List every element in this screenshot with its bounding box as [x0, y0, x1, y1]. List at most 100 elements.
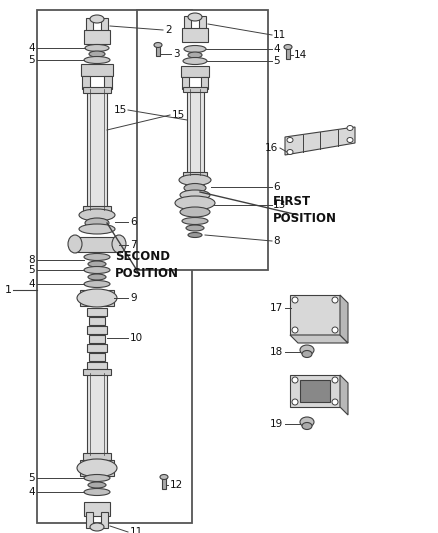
Ellipse shape — [284, 44, 292, 50]
Bar — [83, 369, 111, 375]
Text: 9: 9 — [130, 293, 137, 303]
Ellipse shape — [112, 235, 126, 253]
Ellipse shape — [188, 13, 202, 21]
Text: 15: 15 — [172, 110, 185, 120]
Bar — [89, 353, 105, 361]
Bar — [300, 380, 330, 402]
Text: 5: 5 — [28, 473, 35, 483]
Ellipse shape — [179, 174, 211, 185]
Bar — [87, 344, 107, 352]
Ellipse shape — [88, 482, 106, 488]
Text: 4: 4 — [28, 487, 35, 497]
Text: 4: 4 — [273, 44, 279, 54]
Ellipse shape — [77, 459, 117, 477]
Text: 6: 6 — [130, 217, 137, 227]
Polygon shape — [285, 127, 355, 155]
Text: 4: 4 — [28, 279, 35, 289]
Bar — [37, 10, 192, 523]
Bar — [84, 502, 110, 516]
Bar — [75, 237, 119, 252]
Text: 11: 11 — [273, 30, 286, 40]
Ellipse shape — [300, 345, 314, 355]
Text: 1: 1 — [4, 285, 11, 295]
Ellipse shape — [84, 474, 110, 481]
Ellipse shape — [88, 261, 106, 267]
Text: 5: 5 — [273, 56, 279, 66]
Bar — [137, 10, 268, 270]
Bar — [80, 290, 114, 306]
Bar — [199, 16, 206, 32]
Ellipse shape — [182, 217, 208, 224]
Ellipse shape — [84, 266, 110, 273]
Text: 12: 12 — [170, 480, 183, 490]
Bar — [182, 28, 208, 42]
Bar — [87, 308, 107, 316]
Polygon shape — [340, 295, 348, 343]
Ellipse shape — [84, 489, 110, 496]
Ellipse shape — [347, 125, 353, 131]
Bar — [83, 453, 111, 460]
Text: 10: 10 — [130, 333, 143, 343]
Ellipse shape — [79, 209, 115, 221]
Ellipse shape — [302, 423, 312, 430]
Ellipse shape — [79, 224, 115, 234]
Text: FIRST
POSITION: FIRST POSITION — [273, 195, 337, 225]
Bar — [87, 89, 107, 210]
Text: 19: 19 — [270, 419, 283, 429]
Bar — [183, 87, 207, 92]
Ellipse shape — [287, 149, 293, 155]
Ellipse shape — [184, 183, 206, 192]
Bar — [286, 48, 290, 59]
Bar — [162, 478, 166, 489]
Polygon shape — [290, 335, 348, 343]
Ellipse shape — [292, 297, 298, 303]
Ellipse shape — [332, 297, 338, 303]
Ellipse shape — [90, 523, 104, 531]
Bar — [104, 76, 112, 89]
Text: 4: 4 — [28, 43, 35, 53]
Ellipse shape — [85, 44, 109, 52]
Bar — [87, 373, 107, 455]
Ellipse shape — [68, 235, 82, 253]
Bar — [87, 362, 107, 370]
Ellipse shape — [292, 399, 298, 405]
Text: 17: 17 — [270, 303, 283, 313]
Ellipse shape — [84, 56, 110, 63]
Ellipse shape — [347, 138, 353, 142]
Text: 7: 7 — [130, 240, 137, 250]
Bar — [84, 30, 110, 44]
Bar — [182, 77, 189, 89]
Ellipse shape — [184, 45, 206, 52]
Ellipse shape — [84, 254, 110, 261]
Bar — [181, 66, 209, 77]
Ellipse shape — [332, 377, 338, 383]
Ellipse shape — [302, 351, 312, 358]
Bar — [87, 326, 107, 334]
Ellipse shape — [292, 327, 298, 333]
Bar — [156, 46, 160, 56]
Bar — [290, 375, 340, 407]
Ellipse shape — [85, 218, 109, 228]
Ellipse shape — [292, 377, 298, 383]
Bar — [290, 295, 340, 335]
Bar — [82, 76, 90, 89]
Ellipse shape — [160, 474, 168, 480]
Bar — [187, 89, 204, 175]
Bar — [80, 460, 114, 476]
Ellipse shape — [332, 327, 338, 333]
Text: 14: 14 — [294, 50, 307, 60]
Bar — [81, 64, 113, 76]
Bar — [83, 87, 111, 93]
Ellipse shape — [300, 417, 314, 427]
Text: 8: 8 — [28, 255, 35, 265]
Ellipse shape — [90, 15, 104, 23]
Ellipse shape — [89, 51, 105, 57]
Text: 3: 3 — [173, 49, 180, 59]
Ellipse shape — [154, 43, 162, 47]
Bar — [101, 512, 108, 528]
Text: 2: 2 — [165, 25, 172, 35]
Ellipse shape — [175, 196, 215, 210]
Bar — [89, 335, 105, 343]
Ellipse shape — [183, 58, 207, 64]
Ellipse shape — [77, 289, 117, 307]
